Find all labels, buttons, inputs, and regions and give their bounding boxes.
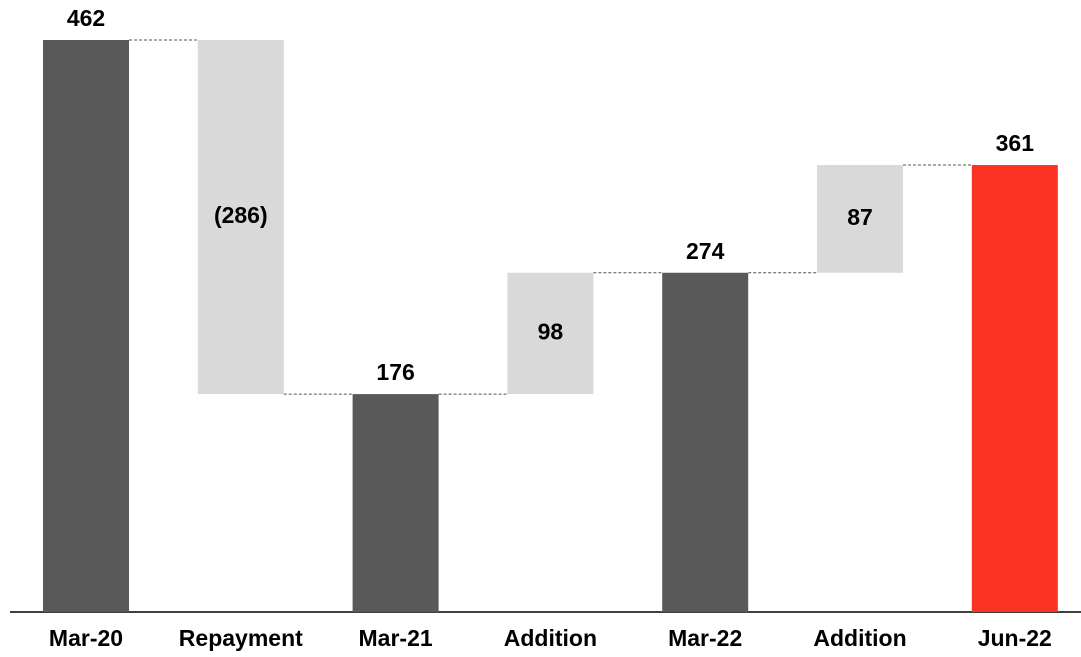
x-tick-label: Mar-20 [49,625,123,651]
bar [197,40,284,395]
value-label: 87 [847,204,873,230]
x-tick-label: Mar-22 [668,625,742,651]
x-tick-label: Repayment [179,625,303,651]
bar [43,40,129,612]
value-label: 274 [686,238,725,264]
x-tick-label: Addition [813,625,906,651]
bar [817,165,903,273]
value-label: 462 [67,5,105,31]
x-tick-label: Mar-21 [359,625,433,651]
bar [507,272,594,395]
value-label: 176 [376,359,414,385]
bar [352,394,439,612]
bar [971,165,1058,613]
value-label: (286) [214,202,268,228]
value-label: 361 [996,130,1035,156]
x-tick-label: Jun-22 [978,625,1052,651]
bar [662,272,749,612]
x-tick-label: Addition [504,625,597,651]
value-label: 98 [538,319,564,345]
